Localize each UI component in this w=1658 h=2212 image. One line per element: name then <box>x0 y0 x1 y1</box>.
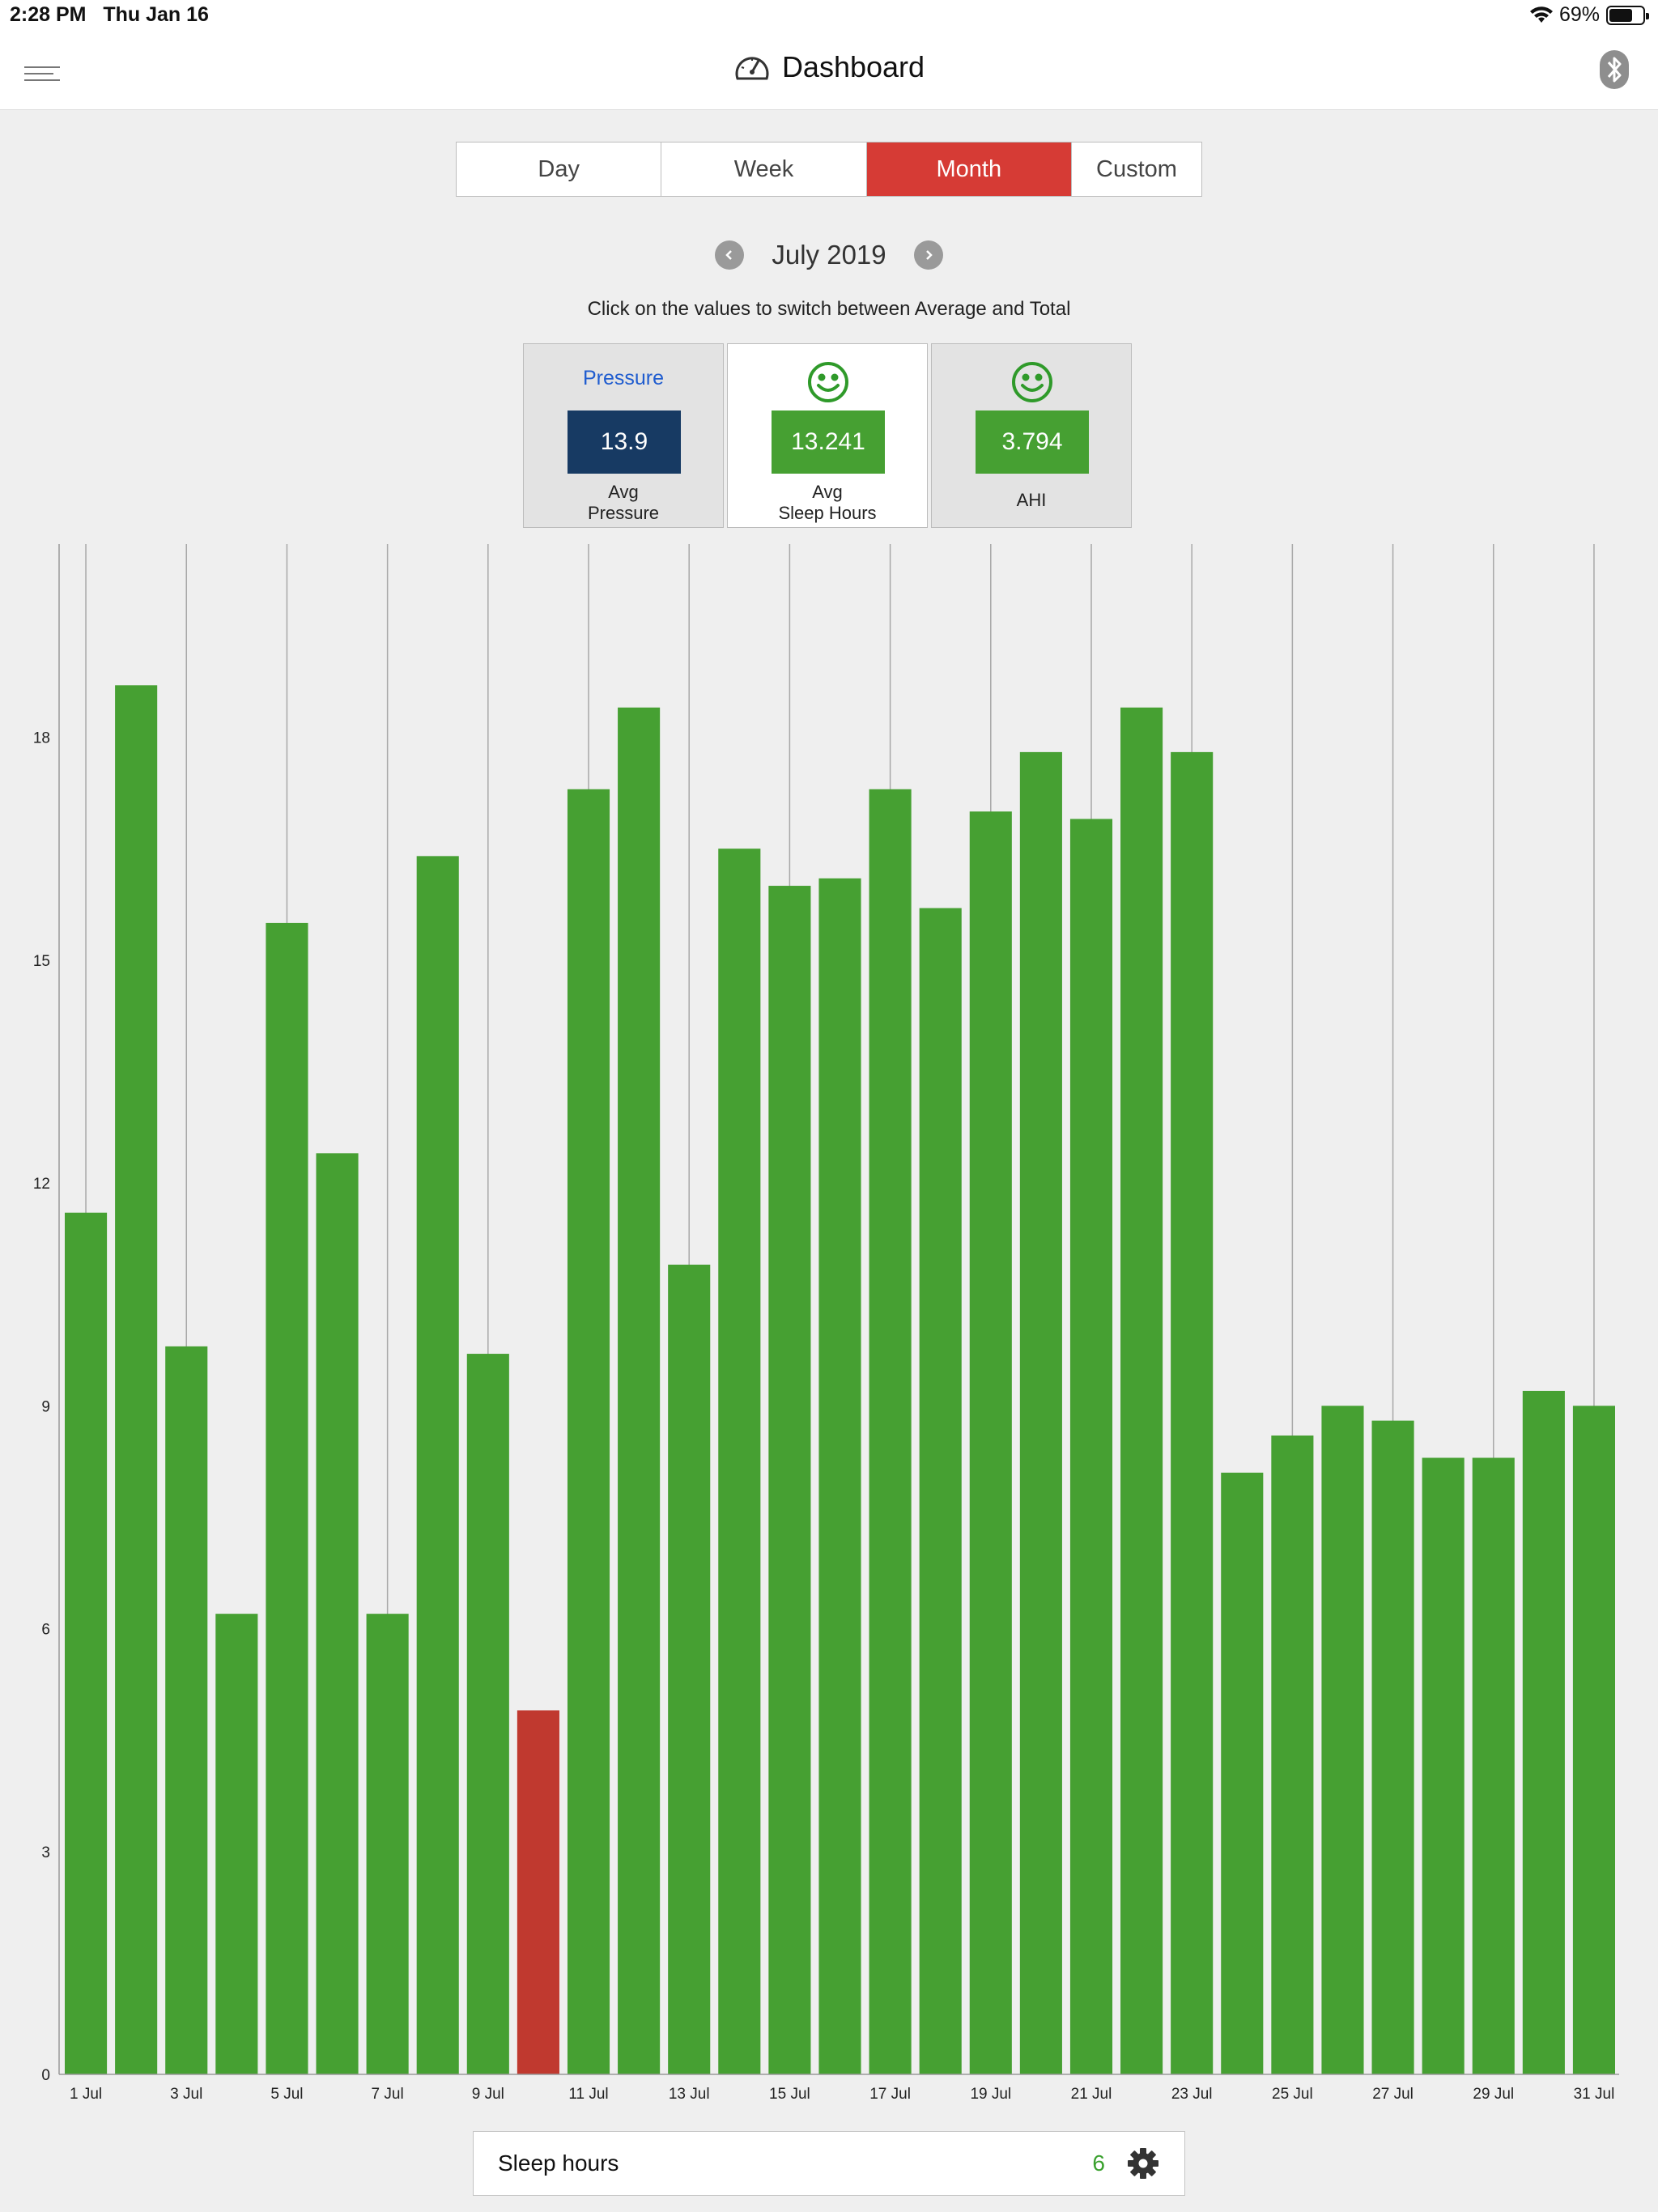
gear-icon[interactable] <box>1126 2146 1160 2180</box>
smiley-icon <box>808 362 848 402</box>
x-tick-label: 3 Jul <box>170 2086 202 2103</box>
x-tick-label: 5 Jul <box>270 2086 303 2103</box>
nav-title-wrap: Dashboard <box>0 50 1658 84</box>
bar-26-jul[interactable] <box>1321 1406 1364 2074</box>
bar-14-jul[interactable] <box>718 849 761 2074</box>
chevron-right-icon <box>925 250 933 260</box>
tab-month[interactable]: Month <box>866 143 1072 196</box>
battery-icon <box>1606 5 1649 25</box>
x-tick-label: 15 Jul <box>769 2086 810 2103</box>
x-tick-label: 1 Jul <box>70 2086 102 2103</box>
sleep-hours-label: Avg Sleep Hours <box>778 482 877 523</box>
x-tick-label: 31 Jul <box>1574 2086 1615 2103</box>
pressure-label: Avg Pressure <box>587 482 660 523</box>
y-tick-label: 0 <box>41 2067 50 2084</box>
bar-18-jul[interactable] <box>919 908 962 2074</box>
x-tick-label: 25 Jul <box>1272 2086 1313 2103</box>
bar-13-jul[interactable] <box>668 1264 711 2074</box>
status-right: 69% <box>1529 3 1649 27</box>
ahi-value[interactable]: 3.794 <box>976 410 1089 474</box>
bar-6-jul[interactable] <box>316 1153 359 2074</box>
bar-2-jul[interactable] <box>115 685 158 2075</box>
status-time: 2:28 PM Thu Jan 16 <box>10 3 209 26</box>
y-tick-label: 15 <box>33 953 50 970</box>
metric-label: Sleep hours <box>498 2150 619 2176</box>
bar-15-jul[interactable] <box>768 886 811 2074</box>
tab-week[interactable]: Week <box>661 143 867 196</box>
x-tick-label: 7 Jul <box>372 2086 404 2103</box>
menu-icon[interactable] <box>24 66 60 84</box>
next-month-button[interactable] <box>913 240 943 270</box>
x-tick-label: 23 Jul <box>1171 2086 1213 2103</box>
nav-bar: Dashboard <box>0 32 1658 110</box>
tab-custom[interactable]: Custom <box>1096 155 1177 182</box>
bar-31-jul[interactable] <box>1572 1406 1615 2074</box>
y-tick-label: 3 <box>41 1844 50 1861</box>
ahi-label: AHI <box>1016 490 1047 510</box>
sleep-hours-chart: 1 Jul 3 Jul 5 Jul 7 Jul 9 Jul 11 Jul 13 Jul 15 … <box>33 544 1619 2103</box>
hint-text: Click on the values to switch between Av… <box>587 298 1071 320</box>
metric-selector[interactable]: Sleep hours 6 <box>473 2131 1185 2196</box>
pressure-card[interactable]: Pressure 13.9 Avg Pressure <box>523 343 724 528</box>
x-tick-label: 11 Jul <box>568 2086 608 2103</box>
bar-1-jul[interactable] <box>65 1212 108 2074</box>
bar-19-jul[interactable] <box>969 811 1012 2074</box>
wifi-icon <box>1529 6 1553 23</box>
bar-3-jul[interactable] <box>165 1346 208 2074</box>
bar-22-jul[interactable] <box>1120 707 1163 2074</box>
metric-threshold: 6 <box>1092 2150 1105 2176</box>
bar-5-jul[interactable] <box>266 922 308 2074</box>
x-tick-label: 29 Jul <box>1473 2086 1514 2103</box>
x-tick-label: 27 Jul <box>1372 2086 1414 2103</box>
y-tick-label: 12 <box>33 1176 50 1193</box>
status-bar: 2:28 PM Thu Jan 16 69% <box>0 0 1658 32</box>
bar-4-jul[interactable] <box>215 1614 258 2074</box>
page-title: Dashboard <box>781 50 925 83</box>
bar-8-jul[interactable] <box>416 856 459 2074</box>
month-navigator: July 2019 <box>0 240 1658 270</box>
bar-21-jul[interactable] <box>1069 819 1113 2074</box>
bar-20-jul[interactable] <box>1019 751 1062 2074</box>
bar-10-jul[interactable] <box>517 1710 559 2074</box>
prev-month-button[interactable] <box>715 240 745 270</box>
stat-cards: Pressure 13.9 Avg Pressure 13.241 Avg Sl… <box>523 343 1132 528</box>
y-tick-label: 9 <box>41 1398 50 1415</box>
pressure-value[interactable]: 13.9 <box>568 410 681 474</box>
x-tick-label: 19 Jul <box>970 2086 1011 2103</box>
pressure-heading: Pressure <box>582 367 665 389</box>
bar-12-jul[interactable] <box>618 707 661 2074</box>
bar-27-jul[interactable] <box>1371 1420 1414 2074</box>
bar-7-jul[interactable] <box>366 1614 409 2074</box>
month-label: July 2019 <box>772 240 886 270</box>
bar-9-jul[interactable] <box>466 1354 509 2074</box>
x-tick-label: 13 Jul <box>669 2086 710 2103</box>
y-tick-label: 18 <box>33 730 50 747</box>
bluetooth-icon[interactable] <box>1598 49 1630 91</box>
x-tick-label: 17 Jul <box>869 2086 911 2103</box>
bar-11-jul[interactable] <box>567 789 610 2074</box>
chevron-left-icon <box>725 250 733 260</box>
bar-17-jul[interactable] <box>869 789 912 2074</box>
y-tick-label: 6 <box>41 1622 50 1639</box>
ahi-card[interactable]: 3.794 AHI <box>931 343 1132 528</box>
battery-percent: 69% <box>1558 3 1600 26</box>
bar-24-jul[interactable] <box>1221 1472 1264 2074</box>
smiley-icon <box>1012 362 1052 402</box>
bar-29-jul[interactable] <box>1472 1457 1515 2074</box>
bar-16-jul[interactable] <box>818 878 861 2074</box>
period-tabs: Day Week Month Custom <box>456 142 1202 197</box>
x-tick-label: 21 Jul <box>1071 2086 1112 2103</box>
sleep-hours-card[interactable]: 13.241 Avg Sleep Hours <box>727 343 928 528</box>
bar-30-jul[interactable] <box>1522 1390 1565 2074</box>
tab-day[interactable]: Day <box>457 143 662 196</box>
x-tick-label: 9 Jul <box>472 2086 504 2103</box>
bar-28-jul[interactable] <box>1422 1457 1465 2074</box>
bar-23-jul[interactable] <box>1171 751 1214 2074</box>
bar-25-jul[interactable] <box>1271 1435 1314 2074</box>
sleep-hours-value[interactable]: 13.241 <box>772 410 885 474</box>
gauge-icon <box>735 57 769 80</box>
